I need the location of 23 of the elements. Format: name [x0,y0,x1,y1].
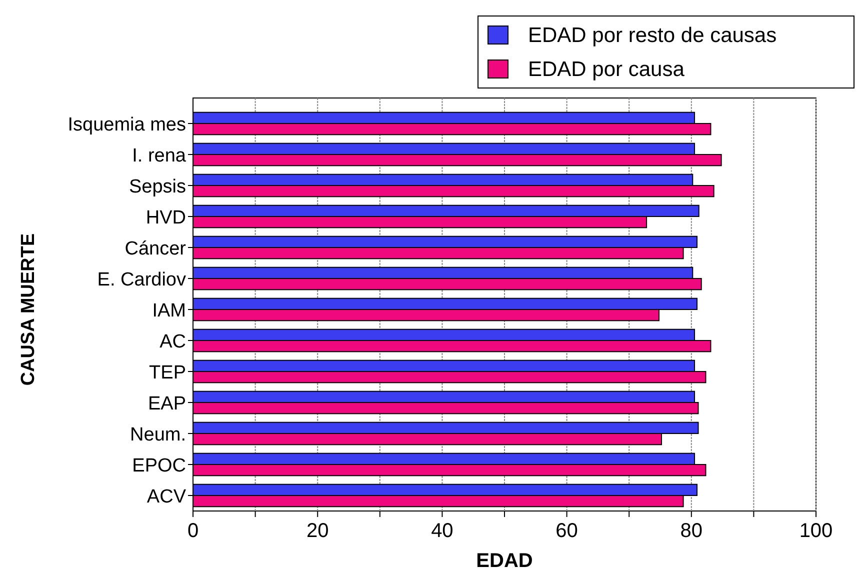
y-tick-label: EPOC [132,456,186,476]
x-tick-label: 20 [306,520,329,542]
y-axis-title: CAUSA MUERTE [18,233,39,386]
x-tick-label: 0 [187,520,199,542]
y-tick-label: Neum. [130,424,186,446]
x-tick-label: 100 [799,520,833,542]
legend-label: EDAD por resto de causas [528,24,777,47]
x-tick-label: 80 [680,520,703,542]
y-tick-label: Sepsis [128,176,186,198]
x-tick-label: 60 [556,520,578,542]
y-tick-label: IAM [152,300,186,322]
y-tick-label: AC [160,332,186,352]
y-tick-label: ACV [146,486,186,508]
y-tick-label: Cáncer [124,238,187,260]
x-axis-title: EDAD [476,550,533,572]
y-tick-label: TEP [149,362,186,384]
y-tick-label: E. Cardiov [97,270,186,290]
y-tick-label: HVD [146,208,186,228]
legend-label: EDAD por causa [528,58,685,81]
y-tick-label: I. rena [132,146,186,166]
y-tick-label: EAP [148,394,186,414]
x-tick-label: 40 [431,520,454,542]
y-tick-label: Isquemia mes [68,114,186,136]
